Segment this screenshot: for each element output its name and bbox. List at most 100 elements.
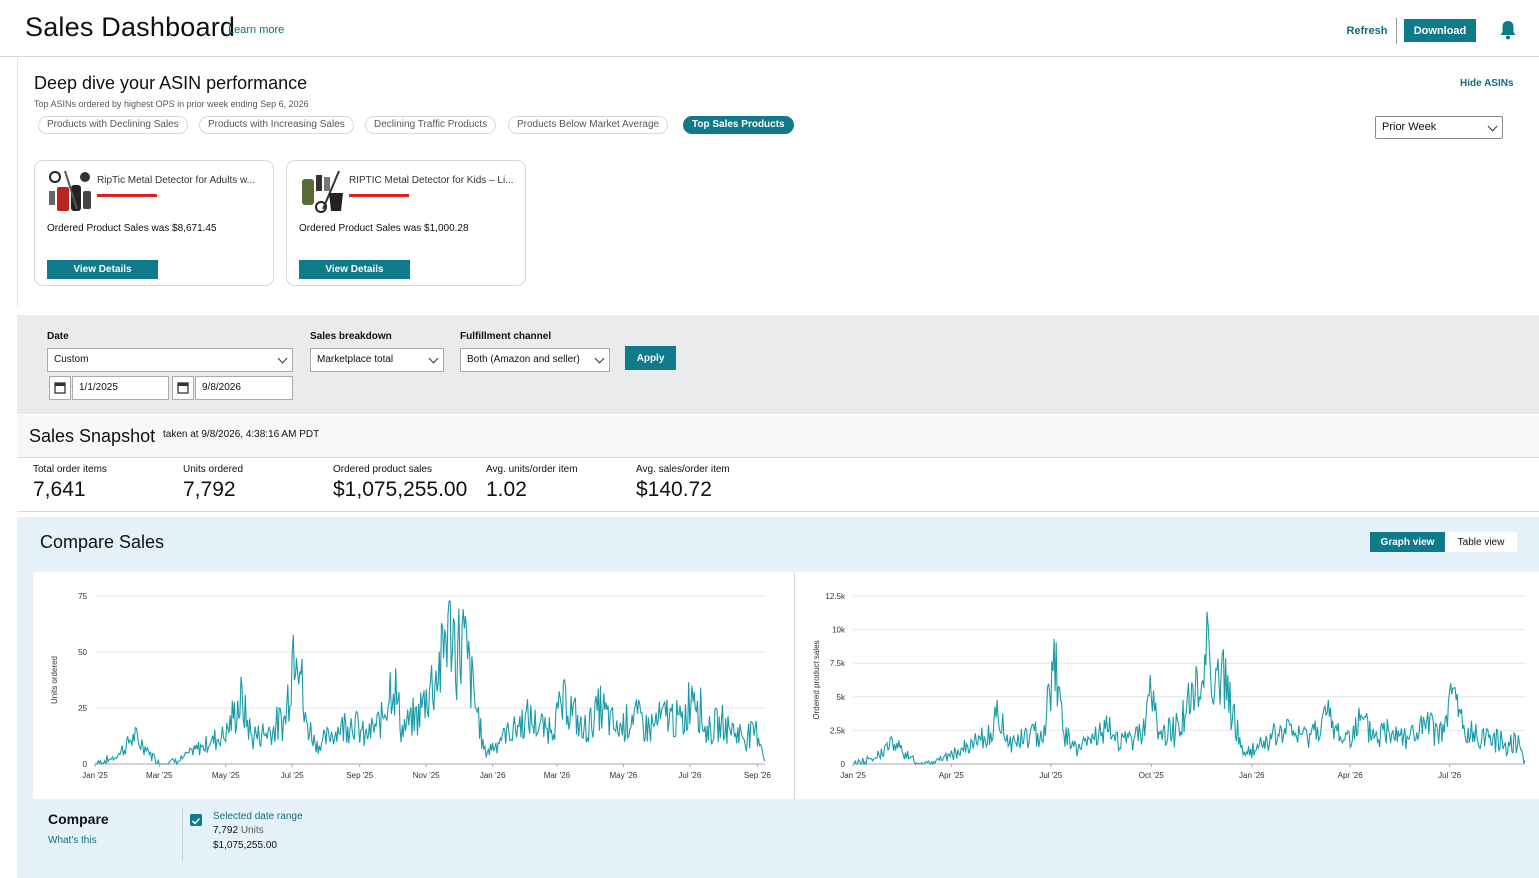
whats-this-link[interactable]: What's this	[48, 835, 97, 846]
hide-asins-link[interactable]: Hide ASINs	[1460, 78, 1514, 89]
graph-view-button[interactable]: Graph view	[1370, 532, 1445, 552]
end-date-input[interactable]: 9/8/2026	[195, 376, 293, 400]
x-tick-label: Apr '26	[1338, 771, 1364, 780]
view-details-button[interactable]: View Details	[299, 260, 410, 279]
x-tick-label: Jan '25	[82, 771, 108, 780]
y-tick-label: 0	[841, 760, 846, 769]
redaction-mark	[97, 194, 157, 197]
y-axis-label: Ordered product sales	[812, 640, 821, 719]
snapshot-metrics: Total order items 7,641 Units ordered 7,…	[17, 458, 1539, 512]
apply-button[interactable]: Apply	[625, 346, 676, 370]
period-select-value: Prior Week	[1382, 121, 1437, 133]
product-card: RipTic Metal Detector for Adults w... Or…	[34, 160, 274, 286]
y-tick-label: 25	[78, 704, 87, 713]
x-tick-label: Jul '26	[1438, 771, 1461, 780]
date-select[interactable]: Custom	[47, 348, 293, 372]
fulfillment-channel-select[interactable]: Both (Amazon and seller)	[460, 348, 610, 372]
metric-value: $140.72	[636, 478, 712, 501]
chevron-down-icon	[594, 353, 605, 364]
table-view-button[interactable]: Table view	[1445, 532, 1517, 552]
product-sales-text: Ordered Product Sales was $8,671.45	[47, 223, 217, 234]
y-tick-label: 50	[78, 648, 87, 657]
y-tick-label: 10k	[832, 626, 846, 635]
y-tick-label: 12.5k	[825, 592, 846, 601]
page-title: Sales Dashboard	[25, 12, 236, 42]
x-tick-label: May '26	[609, 771, 637, 780]
series-line	[852, 611, 1526, 766]
metric-value: 7,792	[183, 478, 236, 501]
product-card: RIPTIC Metal Detector for Kids – Li... O…	[286, 160, 526, 286]
snapshot-timestamp: taken at 9/8/2026, 4:38:16 AM PDT	[163, 429, 320, 440]
metric-label: Total order items	[33, 464, 107, 475]
date-select-value: Custom	[54, 354, 89, 365]
y-tick-label: 0	[83, 760, 88, 769]
snapshot-title: Sales Snapshot	[29, 426, 156, 446]
selected-range-sales: $1,075,255.00	[213, 840, 277, 851]
selected-range-units: 7,792 Units	[213, 825, 264, 836]
learn-more-link[interactable]: Learn more	[228, 24, 285, 36]
tab-declining-traffic[interactable]: Declining Traffic Products	[365, 116, 497, 134]
asin-performance-panel: Deep dive your ASIN performance Top ASIN…	[17, 57, 1539, 307]
product-sales-text: Ordered Product Sales was $1,000.28	[299, 223, 469, 234]
chevron-down-icon	[428, 353, 439, 364]
compare-label: Compare	[48, 811, 109, 827]
metric-value: $1,075,255.00	[333, 478, 468, 501]
series-line	[94, 600, 766, 766]
redaction-mark	[349, 194, 409, 197]
x-tick-label: Jan '26	[480, 771, 506, 780]
chevron-down-icon	[1487, 121, 1498, 132]
sales-snapshot-bar: Sales Snapshot taken at 9/8/2026, 4:38:1…	[17, 415, 1539, 458]
x-tick-label: Mar '26	[544, 771, 571, 780]
date-label: Date	[47, 331, 69, 342]
y-axis-label: Units ordered	[50, 656, 59, 704]
x-tick-label: Sep '26	[744, 771, 771, 780]
divider	[182, 807, 183, 861]
selected-range-checkbox[interactable]	[190, 814, 202, 826]
period-select[interactable]: Prior Week	[1375, 116, 1503, 139]
asin-panel-title: Deep dive your ASIN performance	[34, 73, 308, 93]
x-tick-label: Jul '26	[678, 771, 701, 780]
view-details-button[interactable]: View Details	[47, 260, 158, 279]
fulfillment-channel-value: Both (Amazon and seller)	[467, 354, 580, 365]
tab-top-sales-products[interactable]: Top Sales Products	[683, 116, 794, 134]
y-tick-label: 75	[78, 592, 87, 601]
metric-label: Avg. units/order item	[486, 464, 578, 475]
x-tick-label: Mar '25	[146, 771, 173, 780]
compare-sales-title: Compare Sales	[40, 532, 165, 552]
metric-value: 1.02	[486, 478, 527, 501]
metric-value: 7,641	[33, 478, 86, 501]
sales-breakdown-value: Marketplace total	[317, 354, 394, 365]
calendar-icon[interactable]	[49, 376, 71, 400]
x-tick-label: Jan '25	[840, 771, 866, 780]
charts-area: 0 25 50 75 Jan '25 Mar '25 May '25 Jul '25 Sep '…	[33, 572, 1539, 799]
sales-breakdown-label: Sales breakdown	[310, 331, 392, 342]
units-ordered-chart: 0 25 50 75 Jan '25 Mar '25 May '25 Jul '25 Sep '…	[50, 592, 771, 780]
metric-label: Ordered product sales	[333, 464, 432, 475]
x-tick-label: Oct '25	[1139, 771, 1165, 780]
x-tick-label: Jul '25	[1039, 771, 1062, 780]
download-button[interactable]: Download	[1404, 19, 1476, 42]
start-date-input[interactable]: 1/1/2025	[72, 376, 169, 400]
chevron-down-icon	[277, 353, 288, 364]
tab-declining-sales[interactable]: Products with Declining Sales	[38, 116, 188, 134]
ordered-product-sales-chart: 0 2.5k 5k 7.5k 10k 12.5k Jan '25 Apr '25 Jul '25…	[812, 592, 1526, 780]
x-tick-label: Apr '25	[939, 771, 965, 780]
metric-label: Units ordered	[183, 464, 244, 475]
product-image	[49, 170, 91, 211]
y-tick-label: 7.5k	[830, 659, 846, 668]
chart-divider	[794, 572, 795, 799]
tab-increasing-sales[interactable]: Products with Increasing Sales	[199, 116, 354, 134]
bell-icon[interactable]	[1499, 20, 1517, 40]
asin-panel-subtitle: Top ASINs ordered by highest OPS in prio…	[34, 99, 309, 109]
tab-below-market-average[interactable]: Products Below Market Average	[508, 116, 669, 134]
sales-breakdown-select[interactable]: Marketplace total	[310, 348, 444, 372]
metric-label: Avg. sales/order item	[636, 464, 730, 475]
y-tick-label: 2.5k	[830, 726, 846, 735]
filter-bar: Date Custom 1/1/2025 9/8/2026 Sales brea…	[17, 315, 1539, 414]
product-name[interactable]: RipTic Metal Detector for Adults w...	[97, 175, 256, 186]
selected-range-label: Selected date range	[213, 811, 303, 822]
refresh-button[interactable]: Refresh	[1338, 18, 1397, 44]
x-tick-label: Jan '26	[1239, 771, 1265, 780]
product-name[interactable]: RIPTIC Metal Detector for Kids – Li...	[349, 175, 514, 186]
calendar-icon[interactable]	[172, 376, 194, 400]
